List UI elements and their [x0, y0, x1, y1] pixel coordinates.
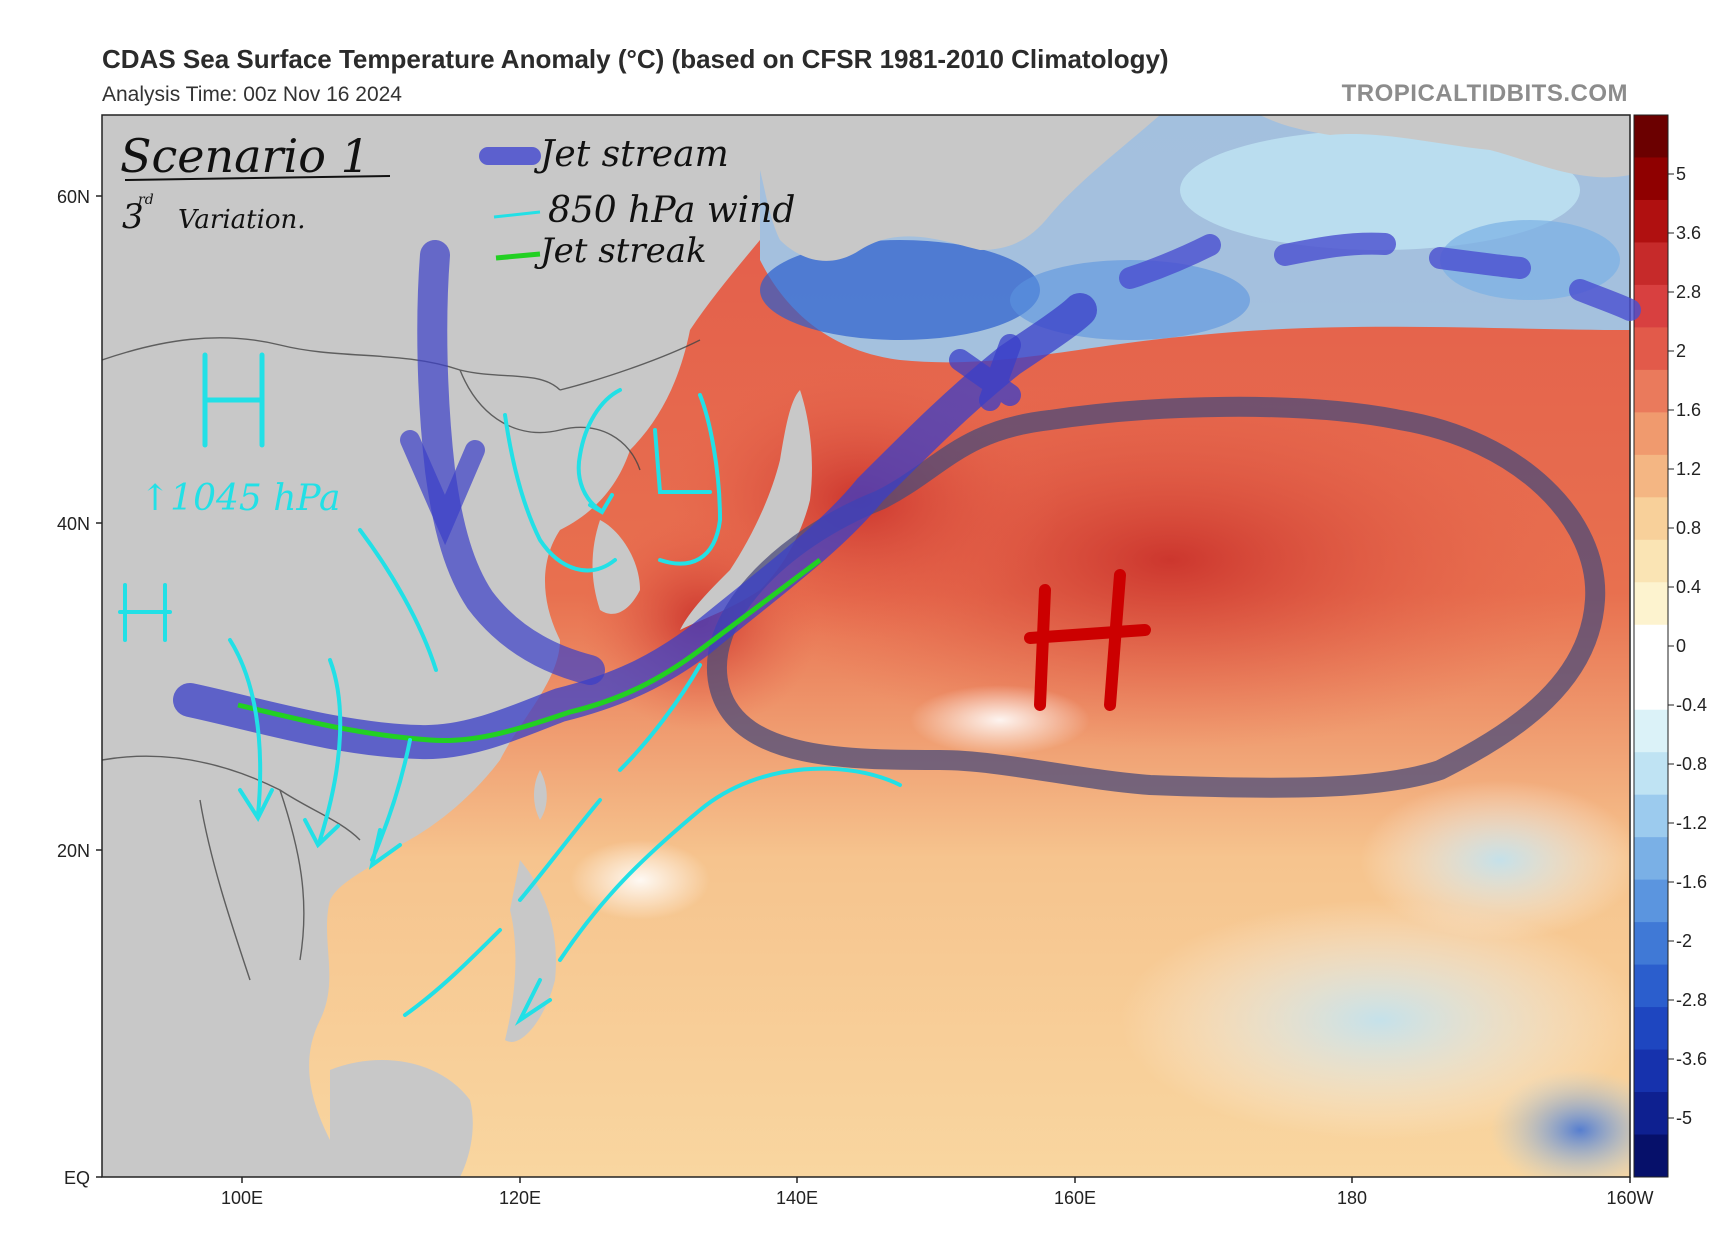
lon-label-160e: 160E: [1054, 1188, 1096, 1208]
colorbar-swatch: [1634, 709, 1668, 753]
colorbar-label: -1.6: [1676, 872, 1707, 892]
annotation-legend: Jet stream 850 hPa wind Jet streak: [479, 134, 795, 271]
colorbar-swatch: [1634, 837, 1668, 881]
jet-stream-dash-1: [1119, 234, 1221, 289]
colorbar-swatch: [1634, 964, 1668, 1008]
legend-850-label: 850 hPa wind: [548, 190, 795, 231]
lat-label-20n: 20N: [57, 841, 90, 861]
analysis-time: Analysis Time: 00z Nov 16 2024: [102, 83, 402, 106]
wind-850hpa: [228, 388, 902, 1026]
colorbar-swatch: [1634, 539, 1668, 583]
lat-label-eq: EQ: [64, 1168, 90, 1188]
colorbar-label: -0.8: [1676, 754, 1707, 774]
lat-label-60n: 60N: [57, 187, 90, 207]
low-label: L: [0, 0, 1, 1]
high-west-glyph: [118, 583, 172, 642]
jet-stream-dash-2: [1274, 232, 1396, 266]
high-mongolia-label: H: [0, 0, 1, 1]
axis-ticks: [96, 195, 1631, 1183]
colorbar-swatch: [1634, 879, 1668, 923]
colorbar-swatch: [1634, 199, 1668, 243]
colorbar-labels: 5 3.6 2.8 2 1.6 1.2 0.8 0.4 0 -0.4 -0.8 -1.2 -1.6 -2 -…: [1668, 164, 1707, 1128]
high-pacific-label: H: [0, 0, 1, 1]
source-brand: TROPICALTIDBITS.COM: [1341, 80, 1628, 107]
scenario-title: Scenario 1: [120, 129, 370, 183]
korea-landmass: [592, 520, 640, 614]
colorbar-swatch: [1634, 1049, 1668, 1093]
legend-jet-streak-swatch: [495, 251, 541, 261]
legend-jet-stream-label: Jet stream: [533, 134, 729, 175]
colorbar-swatch: [1634, 412, 1668, 456]
colorbar-label: 0: [1676, 636, 1686, 656]
colorbar-label: -2.8: [1676, 990, 1707, 1010]
colorbar-label: 0.4: [1676, 577, 1701, 597]
lon-label-140e: 140E: [776, 1188, 818, 1208]
scenario-sub-number: 3: [122, 197, 144, 237]
colorbar-label: -1.2: [1676, 813, 1707, 833]
colorbar-swatch: [1634, 115, 1668, 158]
colorbar-swatch: [1634, 1134, 1668, 1178]
high-west-label: H: [0, 0, 1, 1]
colorbar: [1633, 114, 1669, 1178]
colorbar-label: 2: [1676, 341, 1686, 361]
kamchatka-landmass: [760, 115, 1160, 261]
scenario-underline: [124, 175, 391, 181]
jet-stream-arrowhead-ne: [949, 334, 1021, 411]
legend-850-swatch: [493, 210, 541, 219]
lat-label-40n: 40N: [57, 514, 90, 534]
colorbar-swatch: [1634, 497, 1668, 541]
colorbar-swatch: [1634, 1092, 1668, 1136]
scenario-sub-label: Variation.: [178, 205, 306, 235]
legend-jet-streak-label: Jet streak: [534, 231, 707, 271]
colorbar-swatch: [1634, 327, 1668, 371]
country-borders: [102, 337, 701, 981]
borneo-landmass: [330, 1060, 473, 1177]
colorbar-label: -5: [1676, 1108, 1692, 1128]
colorbar-swatch: [1634, 157, 1668, 201]
lon-label-120e: 120E: [499, 1188, 541, 1208]
high-pacific-glyph: [1024, 569, 1151, 711]
colorbar-swatch: [1634, 922, 1668, 966]
colorbar-swatch: [1634, 582, 1668, 626]
colorbar-label: 3.6: [1676, 223, 1701, 243]
colorbar-label: 2.8: [1676, 282, 1701, 302]
colorbar-swatch: [1634, 752, 1668, 796]
colorbar-label: -0.4: [1676, 695, 1707, 715]
low-glyph: [653, 428, 712, 494]
pressure-note: ↑1045 hPa: [140, 478, 340, 519]
taiwan-landmass: [534, 770, 547, 820]
colorbar-label: 5: [1676, 164, 1686, 184]
scenario-annotation: Scenario 1 3 rd Variation.: [120, 129, 391, 237]
jet-stream-arrowhead: [400, 430, 485, 546]
map-title: CDAS Sea Surface Temperature Anomaly (°C…: [102, 44, 1169, 74]
colorbar-label: 0.8: [1676, 518, 1701, 538]
jet-stream-dash-3: [1429, 247, 1531, 279]
colorbar-swatch: [1634, 369, 1668, 413]
colorbar-label: 1.2: [1676, 459, 1701, 479]
alaska-landmass: [1260, 115, 1630, 178]
scenario-sub-superscript: rd: [138, 192, 154, 208]
colorbar-swatch: [1634, 1007, 1668, 1051]
lon-label-100e: 100E: [221, 1188, 263, 1208]
colorbar-label: -2: [1676, 931, 1692, 951]
jet-stream-dash-4: [1569, 279, 1641, 321]
colorbar-swatch: [1634, 242, 1668, 286]
high-mongolia-glyph: [202, 352, 265, 448]
pacific-high-outline: [706, 396, 1606, 798]
colorbar-label: -3.6: [1676, 1049, 1707, 1069]
colorbar-swatch: [1634, 794, 1668, 838]
colorbar-swatch: [1634, 454, 1668, 498]
jet-streak: [237, 558, 822, 744]
colorbar-swatch: [1634, 667, 1668, 711]
map-border: [101, 114, 1631, 1178]
lon-label-160w: 160W: [1606, 1188, 1653, 1208]
philippines-landmass: [505, 860, 556, 1042]
map-field: [102, 115, 1630, 1177]
lon-label-180: 180: [1337, 1188, 1367, 1208]
colorbar-label: 1.6: [1676, 400, 1701, 420]
colorbar-swatch: [1634, 624, 1668, 668]
